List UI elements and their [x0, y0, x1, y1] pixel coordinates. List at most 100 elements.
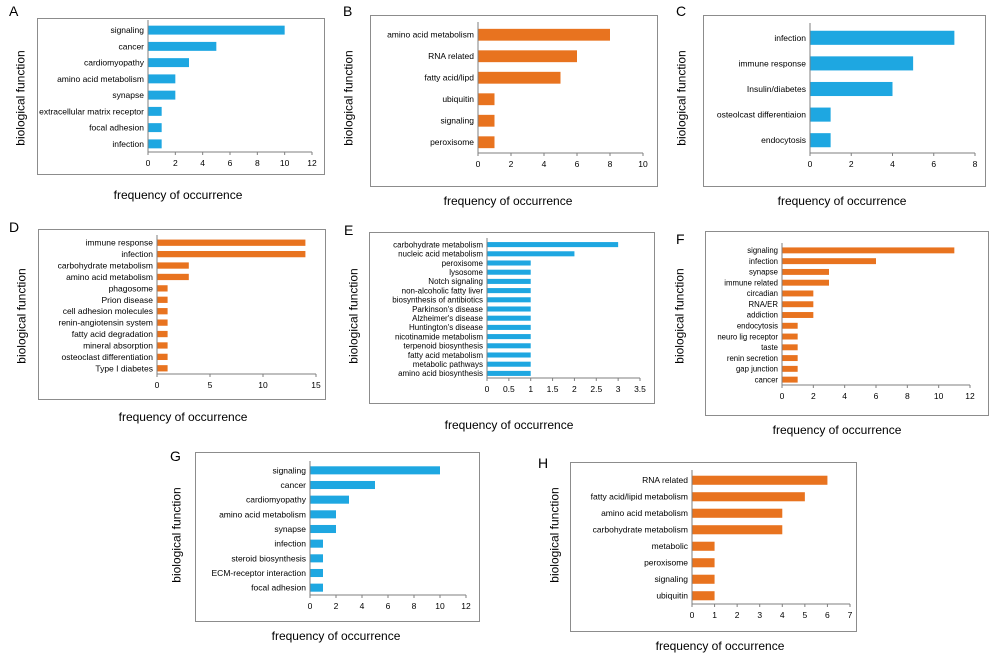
bar — [692, 525, 783, 535]
category-label: synapse — [274, 524, 306, 534]
x-tick-label: 5 — [802, 610, 807, 620]
bar — [310, 480, 375, 490]
bar — [692, 558, 715, 568]
bar — [487, 352, 531, 358]
bar — [810, 81, 893, 97]
bar — [782, 333, 798, 340]
bar — [310, 583, 323, 592]
x-tick-label: 0.5 — [503, 384, 515, 394]
bar — [487, 260, 531, 266]
category-label: amino acid metabolism — [57, 74, 144, 84]
category-label: phagosome — [109, 283, 154, 293]
x-tick-label: 1 — [712, 610, 717, 620]
x-tick-label: 6 — [386, 601, 391, 611]
panel-frame — [370, 15, 658, 187]
bar — [478, 114, 495, 127]
category-label: RNA/ER — [749, 300, 779, 309]
x-tick-label: 2 — [334, 601, 339, 611]
x-tick-label: 0 — [485, 384, 490, 394]
x-tick-label: 2 — [811, 391, 816, 401]
x-tick-label: 6 — [874, 391, 879, 401]
category-label: addiction — [747, 311, 778, 320]
bar — [148, 90, 176, 100]
category-label: mineral absorption — [83, 340, 153, 350]
category-label: peroxisome — [442, 259, 484, 268]
bar — [782, 247, 955, 254]
bar — [782, 290, 814, 297]
category-label: signaling — [654, 574, 688, 584]
x-tick-label: 2 — [173, 158, 178, 168]
bar — [157, 342, 168, 349]
bar — [487, 343, 531, 349]
x-tick-label: 0 — [690, 610, 695, 620]
bar — [310, 510, 336, 519]
category-label: terpenoid biosynthesis — [403, 342, 483, 351]
category-label: gap junction — [736, 365, 778, 374]
bar — [157, 353, 168, 361]
x-tick-label: 2 — [735, 610, 740, 620]
category-label: cancer — [280, 480, 306, 490]
x-tick-label: 0 — [155, 380, 160, 390]
x-tick-label: 2 — [509, 159, 514, 169]
bar — [692, 541, 715, 551]
bar — [478, 28, 610, 41]
category-label: fatty acid degradation — [72, 329, 154, 339]
x-tick-label: 8 — [412, 601, 417, 611]
bar — [487, 297, 531, 303]
category-label: infection — [121, 249, 153, 259]
bar — [310, 554, 323, 563]
bar — [157, 285, 168, 292]
category-label: nicotinamide metabolism — [395, 332, 483, 341]
x-axis-label: frequency of occurrence — [777, 194, 907, 208]
category-label: peroxisome — [430, 137, 474, 147]
bar — [157, 296, 168, 303]
x-tick-label: 4 — [842, 391, 847, 401]
category-label: carbohydrate metabolism — [593, 525, 688, 535]
category-label: circadian — [747, 289, 778, 298]
category-label: immune response — [738, 58, 806, 68]
category-label: extracellular matrix receptor — [39, 106, 144, 116]
bar — [782, 312, 814, 318]
category-label: biosynthesis of antibiotics — [392, 296, 483, 305]
x-tick-label: 7 — [848, 610, 853, 620]
x-tick-label: 12 — [461, 601, 471, 611]
bar — [148, 25, 285, 35]
x-tick-label: 0 — [476, 159, 481, 169]
bar — [487, 278, 531, 284]
category-label: renin secretion — [727, 354, 778, 363]
bar — [148, 123, 162, 133]
category-label: Huntington's disease — [409, 323, 484, 332]
x-tick-label: 4 — [542, 159, 547, 169]
panel-letter: G — [170, 448, 181, 464]
x-tick-label: 0 — [808, 159, 813, 169]
x-tick-label: 10 — [280, 158, 290, 168]
category-label: Prion disease — [101, 295, 153, 305]
category-label: RNA related — [642, 475, 688, 485]
category-label: taste — [761, 343, 778, 352]
category-label: peroxisome — [644, 558, 688, 568]
x-tick-label: 0 — [146, 158, 151, 168]
x-tick-label: 8 — [905, 391, 910, 401]
bar — [810, 133, 831, 148]
category-label: Notch signaling — [428, 277, 483, 286]
category-label: osteoclast differentiation — [61, 352, 153, 362]
bar — [310, 495, 349, 504]
category-label: infection — [112, 139, 144, 149]
bar — [487, 370, 531, 376]
x-tick-label: 8 — [255, 158, 260, 168]
panel-letter: B — [343, 3, 353, 19]
bar — [157, 239, 306, 246]
x-tick-label: 0 — [308, 601, 313, 611]
x-tick-label: 8 — [608, 159, 613, 169]
x-tick-label: 10 — [934, 391, 944, 401]
bar — [148, 139, 162, 149]
category-label: cardiomyopathy — [246, 495, 307, 505]
bar — [310, 539, 323, 548]
panel-letter: D — [9, 219, 20, 235]
category-label: carbohydrate metabolism — [393, 240, 483, 249]
bar — [478, 136, 495, 149]
